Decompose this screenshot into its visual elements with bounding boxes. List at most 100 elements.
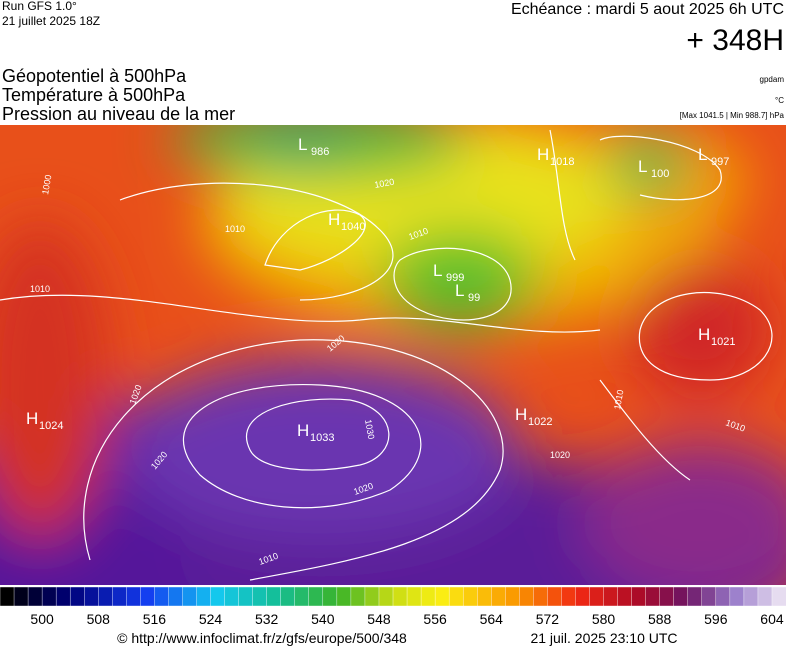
unit-label: gpdam	[760, 75, 785, 84]
isobars	[0, 129, 773, 581]
colorbar-cell	[715, 586, 731, 607]
colorbar-cell	[280, 586, 296, 607]
colorbar-cell	[55, 586, 71, 607]
center-letter: H	[515, 405, 527, 424]
center-letter: H	[26, 409, 38, 428]
colorbar-cell	[252, 586, 268, 607]
colorbar-cell	[294, 586, 310, 607]
colorbar-cell	[238, 586, 254, 607]
colorbar-cell	[631, 586, 647, 607]
colorbar-cell	[434, 586, 450, 607]
colorbar-cell	[659, 586, 675, 607]
colorbar-cell	[617, 586, 633, 607]
isobar-label: 1030	[363, 419, 376, 440]
run-date: 21 juillet 2025 18Z	[2, 14, 100, 28]
isobar-label: 1010	[612, 389, 625, 410]
center-value: 999	[446, 272, 464, 284]
colorbar-tick-label: 572	[536, 611, 560, 627]
colorbar-cell	[168, 586, 183, 607]
colorbar-tick-label: 604	[760, 611, 784, 627]
colorbar-cell	[350, 586, 366, 607]
colorbar-cell	[182, 586, 197, 607]
center-value: 1040	[341, 221, 365, 233]
footer-url: © http://www.infoclimat.fr/z/gfs/europe/…	[117, 630, 407, 646]
colorbar-cell	[533, 586, 548, 607]
isobar-label: 1010	[30, 284, 50, 294]
colorbar-tick-label: 508	[87, 611, 111, 627]
colorbar-tick-label: 524	[199, 611, 223, 627]
colorbar-cell	[378, 586, 394, 607]
colorbar-cell	[308, 586, 324, 607]
colorbar: 500 508 516 524 532 540 548 556 564 572 580 588 596 6…	[0, 586, 786, 627]
colorbar-cell	[41, 586, 57, 607]
colorbar-cell	[84, 586, 99, 607]
center-letter: H	[297, 421, 309, 440]
colorbar-cell	[645, 586, 661, 607]
colorbar-cell	[673, 586, 689, 607]
colorbar-cell	[701, 586, 717, 607]
center-letter: L	[298, 135, 307, 154]
colorbar-cell	[448, 586, 464, 607]
center-value: 1018	[550, 156, 574, 168]
center-letter: L	[433, 261, 442, 280]
isobar-label: 1020	[550, 450, 570, 460]
colorbar-tick-label: 500	[30, 611, 54, 627]
colorbar-cell	[505, 586, 520, 607]
colorbar-cell	[336, 586, 352, 607]
center-value: 1033	[310, 432, 334, 444]
colorbar-cell	[322, 586, 338, 607]
colorbar-cell	[519, 586, 534, 607]
colorbar-cell	[112, 586, 127, 607]
colorbar-cell	[575, 586, 591, 607]
colorbar-cell	[687, 586, 703, 607]
run-label: Run GFS 1.0°	[2, 0, 77, 13]
colorbar-cell	[364, 586, 380, 607]
colorbar-cell	[589, 586, 605, 607]
colorbar-cell	[224, 586, 240, 607]
field	[0, 125, 786, 585]
colorbar-cell	[462, 586, 478, 607]
colorbar-cell	[757, 586, 773, 607]
center-value: 1022	[528, 416, 552, 428]
center-letter: L	[638, 157, 647, 176]
colorbar-tick-label: 596	[704, 611, 728, 627]
colorbar-cell	[98, 586, 113, 607]
center-value: 997	[711, 156, 729, 168]
colorbar-cell	[491, 586, 506, 607]
center-value: 986	[311, 146, 329, 158]
legend-title: Température à 500hPa	[2, 85, 186, 105]
isobar-label: 1020	[374, 177, 395, 190]
colorbar-cell	[69, 586, 85, 607]
colorbar-cell	[743, 586, 759, 607]
colorbar-cell	[603, 586, 619, 607]
colorbar-cell	[126, 586, 141, 607]
colorbar-cell	[0, 586, 15, 607]
colorbar-cell	[140, 586, 155, 607]
center-letter: H	[698, 325, 710, 344]
colorbar-tick-label: 548	[367, 611, 391, 627]
colorbar-tick-label: 556	[423, 611, 447, 627]
valid-time: Echéance : mardi 5 aout 2025 6h UTC	[511, 1, 784, 18]
center-value: 1024	[39, 420, 63, 432]
colorbar-cell	[561, 586, 576, 607]
colorbar-cell	[210, 586, 226, 607]
pressure-range: [Max 1041.5 | Min 988.7] hPa	[680, 111, 785, 120]
unit-label: °C	[775, 96, 784, 105]
colorbar-cell	[547, 586, 562, 607]
lead-time: + 348H	[686, 24, 784, 57]
colorbar-cell	[406, 586, 422, 607]
colorbar-cell	[154, 586, 169, 607]
colorbar-tick-label: 532	[255, 611, 279, 627]
colorbar-tick-label: 580	[592, 611, 616, 627]
isobar-label: 1000	[40, 174, 53, 195]
center-letter: H	[328, 210, 340, 229]
center-letter: L	[698, 145, 707, 164]
center-value: 1021	[711, 336, 735, 348]
center-value: 100	[651, 168, 669, 180]
colorbar-tick-label: 588	[648, 611, 672, 627]
center-letter: L	[455, 281, 464, 300]
legend-title: Pression au niveau de la mer	[2, 104, 235, 124]
